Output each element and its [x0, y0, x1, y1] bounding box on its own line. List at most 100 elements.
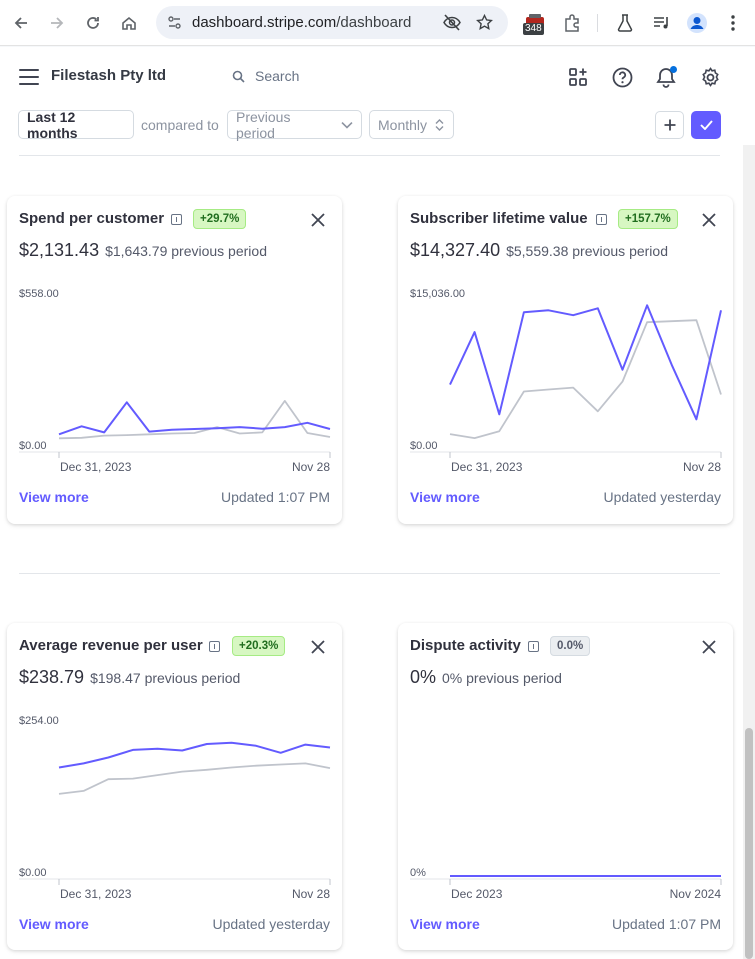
- subscriber-lifetime-value-card: Subscriber lifetime value +157.7% $14,32…: [398, 196, 733, 524]
- card-title: Subscriber lifetime value: [410, 210, 588, 227]
- apps-add-icon[interactable]: [566, 65, 590, 89]
- compared-to-label: compared to: [141, 117, 219, 133]
- card-title: Average revenue per user: [19, 637, 203, 654]
- y-axis-min-label: $0.00: [410, 440, 438, 452]
- y-axis-max-label: $254.00: [19, 715, 59, 727]
- back-icon[interactable]: [9, 11, 33, 35]
- site-info-icon[interactable]: [167, 15, 182, 30]
- previous-period-value: $198.47 previous period: [90, 670, 241, 686]
- card-title: Spend per customer: [19, 210, 165, 227]
- updated-timestamp: Updated yesterday: [603, 489, 721, 505]
- info-icon[interactable]: [596, 214, 607, 225]
- extensions-puzzle-icon[interactable]: [560, 11, 584, 35]
- view-more-link[interactable]: View more: [410, 489, 480, 505]
- help-icon[interactable]: [610, 65, 634, 89]
- x-axis-end-label: Nov 28: [291, 887, 330, 901]
- spend-per-customer-card: Spend per customer +29.7% $2,131.43 $1,64…: [7, 196, 342, 524]
- y-axis-max-label: $15,036.00: [410, 288, 466, 300]
- add-chart-button[interactable]: [655, 111, 684, 139]
- line-chart: [410, 304, 722, 458]
- info-icon[interactable]: [528, 641, 539, 652]
- view-more-link[interactable]: View more: [19, 489, 89, 505]
- close-icon: [702, 640, 716, 654]
- change-badge: +20.3%: [232, 636, 286, 656]
- search-input[interactable]: Search: [232, 68, 299, 84]
- date-range-button[interactable]: Last 12 months: [18, 109, 134, 141]
- y-axis-min-label: 0%: [410, 867, 426, 879]
- account-name[interactable]: Filestash Pty ltd: [51, 67, 167, 84]
- line-chart: [410, 875, 722, 885]
- search-placeholder: Search: [255, 68, 300, 84]
- info-icon[interactable]: [171, 214, 182, 225]
- check-icon: [699, 120, 713, 130]
- info-icon[interactable]: [209, 641, 220, 652]
- updated-timestamp: Updated 1:07 PM: [221, 489, 330, 505]
- line-chart: [19, 741, 331, 885]
- x-axis-start-label: Dec 31, 2023: [60, 460, 132, 474]
- chevron-updown-icon: [435, 118, 444, 131]
- notification-bell-icon[interactable]: [654, 65, 678, 89]
- metric-value: $238.79 $198.47 previous period: [19, 667, 241, 687]
- previous-period-line: [449, 319, 722, 440]
- y-axis-max-label: $558.00: [19, 288, 59, 300]
- home-icon[interactable]: [117, 11, 141, 35]
- media-queue-icon[interactable]: [650, 11, 674, 35]
- section-divider: [19, 573, 720, 574]
- previous-period-value: $5,559.38 previous period: [506, 243, 668, 259]
- interval-select[interactable]: Monthly: [369, 110, 454, 139]
- x-axis-end-label: Nov 2024: [669, 887, 721, 901]
- extension-badge: 348: [523, 23, 544, 35]
- gear-icon[interactable]: [698, 65, 722, 89]
- view-more-link[interactable]: View more: [410, 916, 480, 932]
- bookmark-star-icon[interactable]: [476, 14, 493, 31]
- close-card-button[interactable]: [306, 208, 330, 232]
- done-button[interactable]: [691, 111, 721, 139]
- change-badge: 0.0%: [550, 636, 591, 656]
- metric-value: $2,131.43 $1,643.79 previous period: [19, 240, 267, 260]
- updated-timestamp: Updated 1:07 PM: [612, 916, 721, 932]
- hamburger-menu-icon[interactable]: [19, 69, 39, 85]
- reload-icon[interactable]: [81, 11, 105, 35]
- previous-period-line: [58, 762, 331, 795]
- metric-value: $14,327.40 $5,559.38 previous period: [410, 240, 668, 260]
- tracking-eye-off-icon[interactable]: [443, 14, 461, 31]
- close-icon: [311, 213, 325, 227]
- close-card-button[interactable]: [306, 635, 330, 659]
- close-card-button[interactable]: [697, 635, 721, 659]
- address-bar[interactable]: dashboard.stripe.com/dashboard: [156, 6, 508, 39]
- section-divider: [19, 155, 720, 156]
- previous-period-value: $1,643.79 previous period: [105, 243, 267, 259]
- close-icon: [311, 640, 325, 654]
- average-revenue-per-user-card: Average revenue per user +20.3% $238.79 $…: [7, 623, 342, 950]
- close-icon: [702, 213, 716, 227]
- more-menu-icon[interactable]: [721, 11, 745, 35]
- view-more-link[interactable]: View more: [19, 916, 89, 932]
- search-icon: [232, 70, 245, 83]
- x-axis-end-label: Nov 28: [291, 460, 330, 474]
- close-card-button[interactable]: [697, 208, 721, 232]
- card-title: Dispute activity: [410, 637, 521, 654]
- dispute-activity-card: Dispute activity 0.0% 0% 0% previous peri…: [398, 623, 733, 950]
- previous-period-value: 0% previous period: [442, 670, 562, 686]
- x-axis-start-label: Dec 31, 2023: [60, 887, 132, 901]
- forward-icon[interactable]: [45, 11, 69, 35]
- profile-avatar-icon[interactable]: [685, 11, 709, 35]
- current-period-line: [58, 741, 331, 769]
- current-period-line: [58, 401, 331, 436]
- metric-value: 0% 0% previous period: [410, 667, 562, 687]
- compare-period-select[interactable]: Previous period: [227, 109, 362, 141]
- notification-dot: [670, 66, 677, 73]
- x-axis-start-label: Dec 2023: [451, 887, 503, 901]
- plus-icon: [664, 119, 675, 131]
- scrollbar-thumb[interactable]: [745, 728, 753, 959]
- filter-bar: Last 12 months compared to Previous peri…: [0, 107, 755, 145]
- line-chart: [19, 399, 331, 458]
- x-axis-end-label: Nov 28: [682, 460, 721, 474]
- y-axis-min-label: $0.00: [19, 867, 47, 879]
- chevron-down-icon: [341, 121, 353, 129]
- toolbar-separator: [597, 14, 598, 32]
- updated-timestamp: Updated yesterday: [212, 916, 330, 932]
- x-axis-start-label: Dec 31, 2023: [451, 460, 523, 474]
- labs-flask-icon[interactable]: [613, 11, 637, 35]
- y-axis-min-label: $0.00: [19, 440, 47, 452]
